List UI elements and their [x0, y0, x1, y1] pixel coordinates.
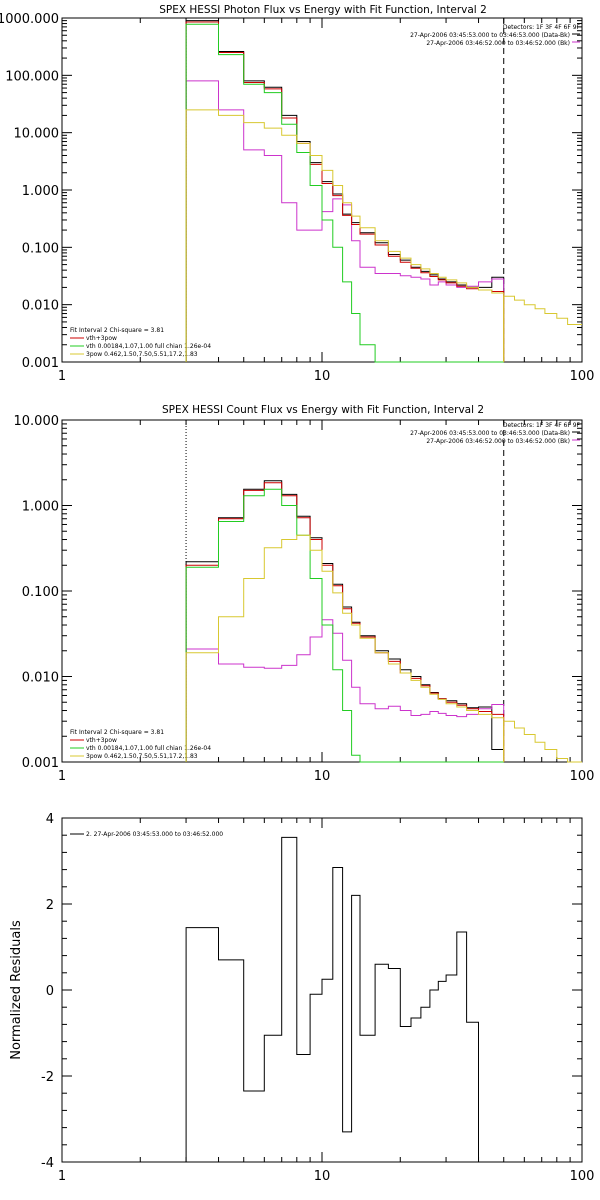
residuals-panel: Normalized Residuals 2. 27-Apr-2006 03:4… [9, 831, 223, 1060]
panel-3-legend: 2. 27-Apr-2006 03:45:53.000 to 03:46:52.… [86, 831, 223, 838]
y-tick-label: 1000.000 [0, 12, 59, 27]
y-tick-label: 0.001 [22, 756, 59, 771]
y-tick-label: -2 [41, 1070, 54, 1085]
panel-1-legend-fit: Fit Interval 2 Chi-square = 3.81 [70, 327, 164, 334]
y-tick-label: 0.010 [22, 671, 59, 686]
panel-1-legend-vth3pow: vth+3pow [86, 335, 117, 342]
plot-3-area: 1 10 100 4 2 0 -2 -4 [41, 812, 594, 1184]
y-tick-label: 2 [46, 898, 54, 913]
x-tick-label: 100 [570, 1169, 595, 1184]
x-tick-label: 100 [570, 769, 595, 784]
y-tick-label: 10.000 [14, 127, 60, 142]
plot-1-area: 1 10 100 1000.000 100.000 10.000 1.000 0.100 0.0… [0, 12, 594, 384]
panel-2-legend-top-1: 27-Apr-2006 03:45:53.000 to 03:46:53.000… [410, 430, 570, 437]
series-magenta-line [185, 619, 505, 762]
series-yellow-line [185, 534, 505, 762]
panel-1-detectors: Detectors: 1F 3F 4F 6F 9F [503, 24, 581, 31]
y-tick-label: -4 [41, 1156, 54, 1171]
series-red-line [185, 482, 505, 762]
series-black-line [185, 836, 479, 1162]
y-tick-label: 1.000 [22, 500, 59, 515]
photon-flux-panel: SPEX HESSI Photon Flux vs Energy with Fi… [70, 4, 581, 358]
panel-1-legend-top-1: 27-Apr-2006 03:45:53.000 to 03:46:53.000… [410, 32, 570, 39]
panel-2-legend-vth3pow: vth+3pow [86, 737, 117, 744]
series-green-line [185, 23, 504, 363]
panel-2-legend-top-2: 27-Apr-2006 03:46:52.000 to 03:46:52.000… [426, 438, 570, 445]
panel-2-detectors: Detectors: 1F 3F 4F 6F 9F [503, 422, 581, 429]
series-black-line [185, 20, 505, 362]
series-green-line [185, 488, 504, 763]
x-tick-label: 1 [58, 369, 66, 384]
panel-3-ylabel: Normalized Residuals [9, 920, 24, 1060]
series-yellow-line [503, 720, 582, 763]
panel-1-title: SPEX HESSI Photon Flux vs Energy with Fi… [159, 4, 487, 16]
count-flux-panel: SPEX HESSI Count Flux vs Energy with Fit… [70, 404, 581, 760]
y-tick-label: 0 [46, 984, 54, 999]
panel-2-legend-3pow: 3pow 0.462,1.50,7.50,5.51,17.2,1.83 [86, 753, 198, 760]
series-yellow-line [185, 109, 505, 362]
y-tick-label: 1.000 [22, 184, 59, 199]
y-tick-label: 0.001 [22, 356, 59, 371]
x-tick-label: 1 [58, 1169, 66, 1184]
panel-1-legend-vth: vth 0.00184,1.07,1.00 full chian 1.26e-0… [86, 343, 211, 350]
y-tick-label: 10.000 [14, 414, 60, 429]
x-tick-label: 10 [314, 1169, 331, 1184]
series-red-line [185, 21, 505, 362]
series-magenta-line [185, 80, 505, 362]
y-tick-label: 100.000 [5, 69, 59, 84]
series-black-line [185, 480, 505, 762]
panel-1-legend-top-2: 27-Apr-2006 03:46:52.000 to 03:46:52.000… [426, 40, 570, 47]
panel-1-legend-3pow: 3pow 0.462,1.50,7.50,5.51,17.2,1.83 [86, 351, 198, 358]
panel-2-legend-vth: vth 0.00184,1.07,1.00 full chian 1.26e-0… [86, 745, 211, 752]
x-tick-label: 100 [570, 369, 595, 384]
x-tick-label: 1 [58, 769, 66, 784]
x-tick-label: 10 [314, 369, 331, 384]
x-tick-label: 10 [314, 769, 331, 784]
panel-2-title: SPEX HESSI Count Flux vs Energy with Fit… [162, 404, 484, 416]
y-tick-label: 0.100 [22, 585, 59, 600]
y-tick-label: 0.010 [22, 299, 59, 314]
series-yellow-line [503, 295, 582, 362]
y-tick-label: 0.100 [22, 241, 59, 256]
panel-2-legend-fit: Fit Interval 2 Chi-square = 3.81 [70, 729, 164, 736]
plot-2-area: 1 10 100 10.000 1.000 0.100 0.010 0.001 [14, 414, 595, 784]
y-tick-label: 4 [46, 812, 54, 827]
